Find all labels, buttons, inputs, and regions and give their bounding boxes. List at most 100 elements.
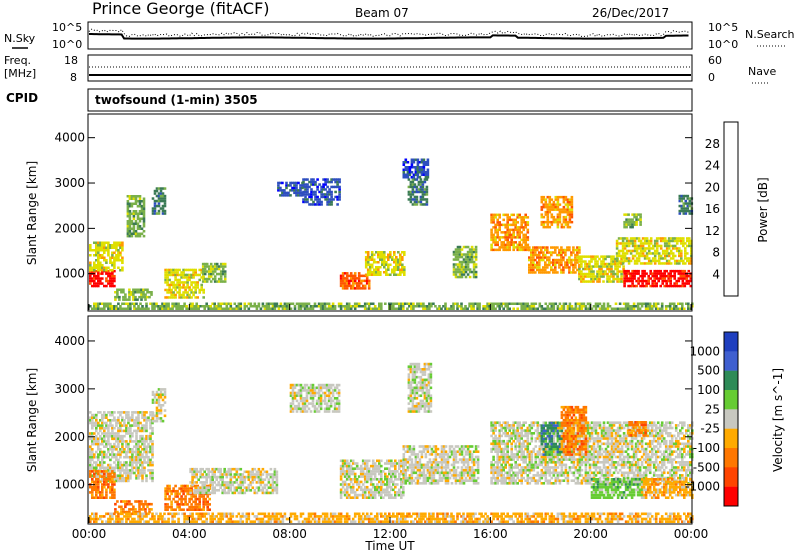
power-cell: [560, 223, 564, 226]
power-cell: [466, 255, 470, 259]
velocity-cell: [127, 450, 130, 454]
power-cell: [101, 277, 104, 280]
velocity-cell: [138, 502, 141, 506]
power-cell: [639, 249, 643, 253]
velocity-cell: [231, 475, 235, 479]
velocity-cell: [184, 500, 187, 504]
power-cell: [456, 268, 460, 271]
velocity-cell: [113, 472, 116, 476]
velocity-cell: [201, 489, 204, 492]
power-cell: [458, 245, 462, 249]
velocity-cell: [243, 478, 247, 481]
power-cell: [522, 218, 525, 222]
power-cell: [155, 199, 159, 203]
power-cell: [655, 244, 659, 248]
power-cell: [684, 242, 687, 245]
velocity-cell: [151, 432, 154, 435]
power-cell: [306, 183, 309, 186]
velocity-cell: [99, 461, 102, 464]
velocity-cell: [345, 467, 349, 470]
power-cell: [97, 244, 100, 247]
velocity-cell: [137, 453, 140, 456]
power-cell: [520, 246, 523, 249]
power-cell: [341, 274, 345, 278]
power-cell: [357, 279, 361, 283]
power-cell: [546, 305, 550, 308]
velocity-cell: [373, 475, 377, 478]
power-cell: [550, 203, 554, 206]
velocity-cell: [198, 503, 201, 506]
power-cell: [500, 231, 503, 234]
velocity-cell: [157, 401, 161, 404]
power-cell: [419, 203, 423, 206]
velocity-cell: [361, 493, 365, 497]
velocity-cell: [141, 469, 144, 472]
power-cell: [407, 198, 411, 201]
power-cell: [132, 215, 136, 218]
power-cell: [683, 284, 687, 288]
velocity-cell: [122, 510, 125, 514]
power-cell: [146, 295, 149, 299]
velocity-cell: [95, 416, 98, 419]
velocity-cell: [93, 424, 96, 427]
velocity-cell: [203, 481, 206, 484]
power-cell: [419, 178, 423, 181]
power-cell: [192, 271, 195, 274]
power-cell: [134, 234, 138, 238]
power-cell: [452, 268, 456, 271]
power-cell: [257, 302, 261, 305]
power-cell: [688, 239, 691, 243]
power-cell: [403, 251, 406, 254]
power-cell: [293, 189, 296, 192]
power-cell: [338, 198, 341, 201]
power-cell: [548, 195, 552, 199]
power-cell: [161, 194, 165, 198]
velocity-cell: [227, 483, 231, 487]
power-cell: [297, 191, 300, 195]
velocity-cell: [95, 474, 98, 477]
power-cell: [526, 302, 530, 305]
velocity-cell: [190, 495, 193, 498]
velocity-cell: [311, 399, 315, 403]
power-cell: [133, 302, 136, 305]
power-cell: [404, 158, 408, 161]
power-cell: [395, 256, 398, 259]
velocity-cell: [223, 486, 226, 489]
power-cell: [558, 307, 562, 310]
power-cell: [103, 256, 106, 259]
power-cell: [304, 198, 307, 201]
velocity-cell: [101, 488, 104, 492]
power-cell: [151, 302, 154, 305]
power-cell: [140, 295, 143, 299]
velocity-cell: [309, 386, 313, 390]
velocity-cell: [135, 440, 138, 443]
power-cell: [422, 302, 425, 305]
velocity-cell: [378, 470, 381, 473]
power-cell: [466, 258, 470, 261]
power-cell: [309, 307, 313, 310]
power-cell: [312, 178, 315, 181]
velocity-cell: [351, 496, 355, 499]
power-cell: [312, 190, 315, 194]
power-cell: [456, 270, 460, 274]
power-cell: [560, 208, 564, 211]
velocity-cell: [347, 496, 351, 499]
power-cell: [504, 248, 507, 252]
power-cell: [418, 161, 422, 164]
power-cell: [161, 192, 165, 195]
power-cell: [157, 202, 161, 205]
power-cell: [421, 190, 425, 194]
velocity-cell: [105, 471, 108, 475]
power-cell: [121, 269, 124, 272]
power-cell: [633, 244, 637, 248]
power-cell: [409, 193, 413, 196]
power-cell: [659, 239, 663, 243]
velocity-cell: [194, 500, 197, 504]
velocity-cell: [95, 466, 98, 470]
power-cell: [631, 213, 634, 216]
velocity-cell: [217, 467, 220, 471]
power-cell: [452, 253, 456, 256]
power-cell: [180, 276, 183, 279]
velocity-cell: [137, 469, 140, 472]
power-cell: [594, 260, 597, 263]
